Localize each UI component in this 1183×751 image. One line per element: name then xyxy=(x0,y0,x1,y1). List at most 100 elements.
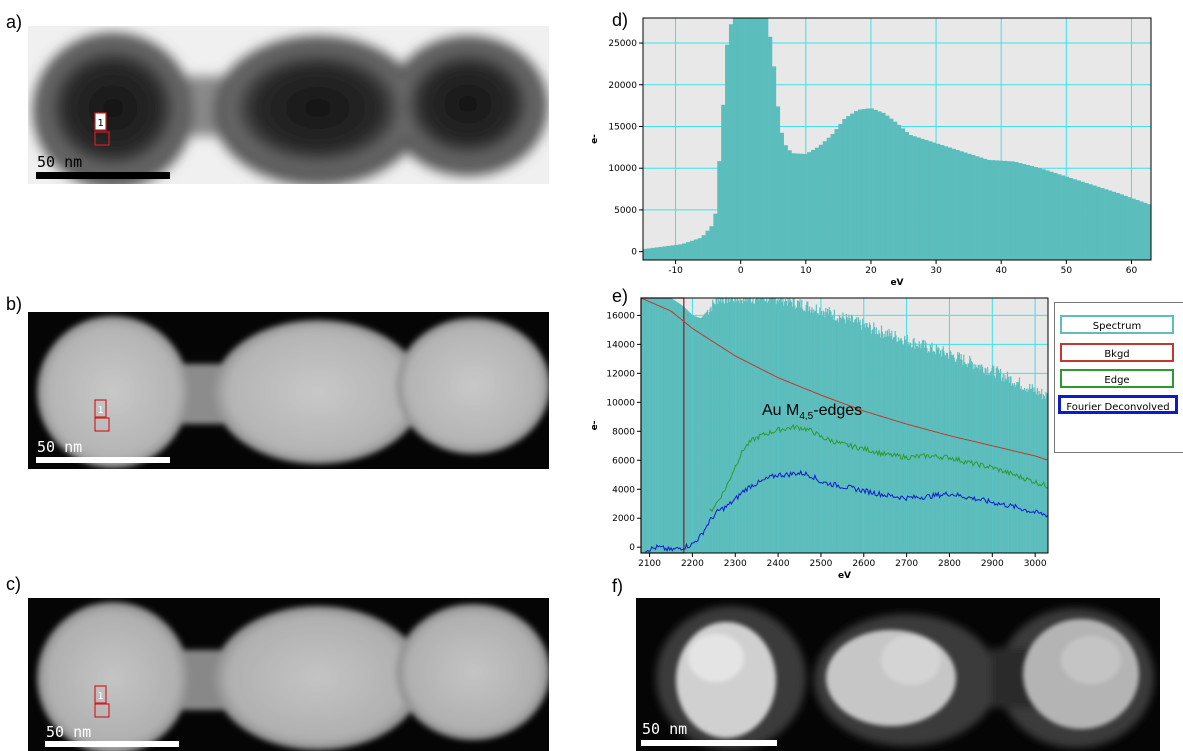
chart-d-bar xyxy=(928,141,932,260)
chart-d-bar xyxy=(663,246,667,260)
chart-e-ytick-label: 12000 xyxy=(606,369,635,379)
chart-d-bar xyxy=(752,18,756,260)
chart-d-bar xyxy=(702,235,706,260)
chart-d-bar xyxy=(827,138,831,260)
legend-item-bkgd[interactable]: Bkgd xyxy=(1060,343,1174,362)
chart-d-bar xyxy=(885,116,889,260)
chart-d-bar xyxy=(909,135,913,260)
scalebar-text: 50 nm xyxy=(37,153,82,171)
chart-d-bar xyxy=(913,136,917,260)
chart-d-bar xyxy=(956,150,960,260)
chart-d-bar xyxy=(944,146,948,260)
chart-d-bar xyxy=(709,226,713,260)
chart-d-bar xyxy=(971,155,975,260)
chart-d-bar xyxy=(963,153,967,260)
chart-e-ytick-label: 0 xyxy=(629,543,635,553)
chart-d-ytick-label: 20000 xyxy=(608,81,637,91)
chart-d-bar xyxy=(811,150,815,260)
chart-d-bar xyxy=(940,145,944,260)
chart-e-xtick-label: 2500 xyxy=(809,559,832,569)
chart-d-bar xyxy=(995,160,999,260)
chart-d-bar xyxy=(920,139,924,260)
chart-d-bar xyxy=(991,160,995,260)
chart-e-xtick-label: 2900 xyxy=(981,559,1004,569)
chart-d-bar xyxy=(932,143,936,260)
chart-d-bar xyxy=(791,153,795,260)
chart-d-bar xyxy=(1108,191,1112,260)
chart-d-bar xyxy=(936,144,940,260)
panel-label-b: b) xyxy=(6,294,22,315)
chart-d-bar xyxy=(655,247,659,260)
scalebar-text: 50 nm xyxy=(37,438,82,456)
chart-d-bar xyxy=(815,148,819,260)
haadf-image-c: 1 50 nm xyxy=(28,598,549,751)
chart-d-bar xyxy=(987,160,991,260)
chart-d-bar xyxy=(721,105,725,260)
haadf-image-b-svg: 1 50 nm xyxy=(28,312,549,469)
legend-label: Bkgd xyxy=(1104,349,1129,360)
chart-d-bar xyxy=(1065,177,1069,260)
legend-item-edge[interactable]: Edge xyxy=(1060,369,1174,388)
chart-d-ylabel: e- xyxy=(590,134,600,144)
chart-d-xtick-label: 40 xyxy=(995,266,1007,276)
scalebar xyxy=(36,457,170,463)
chart-d-bar xyxy=(780,133,784,260)
chart-d-xlabel: eV xyxy=(890,278,903,288)
chart-d-xtick-label: 60 xyxy=(1126,266,1138,276)
chart-d-bar xyxy=(999,161,1003,260)
chart-d-ytick-label: 0 xyxy=(631,248,637,258)
chart-d-bar xyxy=(647,248,651,260)
eels-lowloss-chart: -10 0 10 20 30 40 50 60050001000015000200002500… xyxy=(588,0,1163,290)
scalebar xyxy=(36,172,170,179)
chart-d-bar xyxy=(698,238,702,260)
chart-d-bar xyxy=(1100,188,1104,260)
chart-d-bar xyxy=(1061,176,1065,260)
chart-d-bar xyxy=(823,141,827,260)
chart-d-bar xyxy=(1003,161,1007,260)
chart-d-bar xyxy=(1092,186,1096,260)
chart-d-bar xyxy=(1128,197,1132,260)
chart-e-ytick-label: 6000 xyxy=(612,456,635,466)
chart-d-bar xyxy=(1030,166,1034,260)
chart-d-bar xyxy=(897,125,901,260)
chart-d-bar xyxy=(1038,168,1042,260)
chart-d-bar xyxy=(1049,172,1053,260)
chart-d-bar xyxy=(905,132,909,260)
chart-d-bar xyxy=(854,111,858,260)
legend-item-fourier-deconvolved[interactable]: Fourier Deconvolved xyxy=(1058,395,1178,414)
chart-d-bar xyxy=(1006,161,1010,260)
chart-d-ytick-label: 25000 xyxy=(608,39,637,49)
chart-d-bar xyxy=(889,119,893,260)
chart-d-bar xyxy=(975,156,979,260)
chart-d-bar xyxy=(1124,196,1128,260)
chart-e-ytick-label: 8000 xyxy=(612,427,635,437)
chart-e-xtick-label: 2200 xyxy=(681,559,704,569)
chart-d-bar xyxy=(659,247,663,260)
chart-d-bar xyxy=(643,249,647,260)
chart-d-xtick-label: 20 xyxy=(865,266,877,276)
chart-e-xtick-label: 3000 xyxy=(1024,559,1047,569)
chart-d-bar xyxy=(877,111,881,260)
region-marker-text: 1 xyxy=(98,405,104,416)
chart-d-bar xyxy=(768,37,772,260)
chart-d-bar xyxy=(1018,163,1022,260)
chart-d-xtick-label: 10 xyxy=(800,266,812,276)
chart-d-bar xyxy=(729,24,733,260)
chart-d-bar xyxy=(1026,165,1030,260)
chart-d-bar xyxy=(874,110,878,260)
chart-d-bar xyxy=(1010,161,1014,260)
chart-e-ytick-label: 10000 xyxy=(606,398,635,408)
chart-d-bar xyxy=(1022,164,1026,260)
chart-d-bar xyxy=(733,18,737,260)
chart-d-bar xyxy=(1131,199,1135,260)
legend-item-spectrum[interactable]: Spectrum xyxy=(1060,315,1174,334)
region-marker-text: 1 xyxy=(98,118,104,129)
scalebar-text: 50 nm xyxy=(46,723,91,741)
chart-d-bar xyxy=(967,154,971,260)
chart-d-bar xyxy=(674,245,678,260)
chart-d-bar xyxy=(682,243,686,260)
chart-d-bar xyxy=(960,151,964,260)
scalebar-text: 50 nm xyxy=(642,720,687,738)
chart-d-bar xyxy=(788,150,792,260)
chart-d-bar xyxy=(1014,162,1018,260)
